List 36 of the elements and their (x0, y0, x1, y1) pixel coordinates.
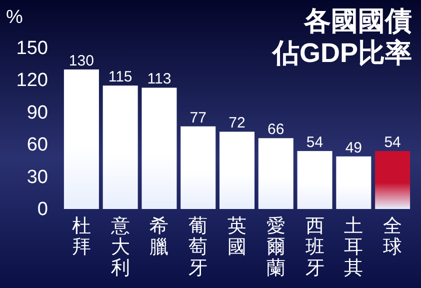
data-label: 66 (268, 121, 284, 138)
data-label: 113 (147, 70, 172, 88)
data-label: 72 (228, 114, 246, 132)
chart-subtitle: 佔GDP比率 (271, 38, 412, 68)
y-tick-label: 0 (37, 199, 48, 220)
x-tick-label: 杜拜 (72, 216, 91, 258)
bar (220, 132, 254, 209)
bar (297, 151, 332, 209)
bar (102, 86, 138, 209)
bar (64, 69, 99, 209)
x-tick-label: 英國 (228, 216, 246, 258)
x-tick-label: 意大利 (110, 216, 130, 279)
data-label: 54 (384, 134, 401, 152)
y-tick-label: 150 (16, 38, 48, 59)
chart-title: 各國國債 (303, 6, 412, 36)
y-tick-label: 90 (26, 102, 48, 124)
y-tick-label: 120 (16, 70, 48, 92)
x-tick-label: 愛爾蘭 (266, 216, 286, 279)
y-axis-title: % (6, 7, 23, 28)
x-tick-label: 全球 (383, 216, 402, 258)
x-tick-label: 葡萄牙 (188, 216, 208, 279)
x-tick-label: 土耳其 (344, 216, 364, 279)
data-label: 54 (306, 134, 324, 152)
x-tick-label: 西班牙 (305, 216, 324, 279)
bar (180, 126, 216, 209)
bar (142, 88, 177, 209)
x-tick-label: 希臘 (150, 216, 169, 258)
data-label: 115 (108, 68, 132, 86)
data-label: 77 (190, 109, 206, 126)
data-label: 49 (345, 139, 362, 156)
data-label: 130 (68, 52, 94, 70)
y-tick-label: 30 (26, 166, 48, 188)
bar (336, 156, 372, 209)
y-tick-label: 60 (26, 134, 48, 156)
bar (258, 138, 294, 209)
bar (375, 151, 410, 209)
